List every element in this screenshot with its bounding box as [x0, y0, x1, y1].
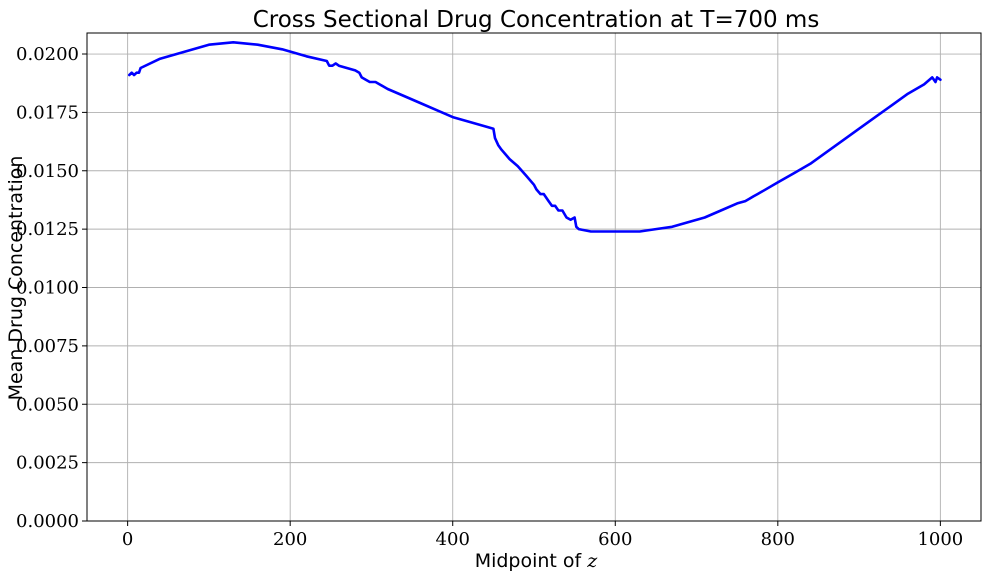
y-tick-label: 0.0175 [16, 102, 79, 123]
x-tick-label: 800 [761, 529, 795, 550]
series-layer [128, 40, 942, 233]
y-tick-label: 0.0050 [16, 394, 79, 415]
y-tick-label: 0.0075 [16, 336, 79, 357]
plot-frame [86, 32, 982, 522]
x-tick-label: 400 [436, 529, 470, 550]
y-tick-label: 0.0150 [16, 161, 79, 182]
y-tick-label: 0.0125 [16, 219, 79, 240]
y-axis-label: Mean Drug Concentration [5, 156, 27, 401]
x-tick-label: 600 [598, 529, 632, 550]
y-tick-label: 0.0200 [16, 44, 79, 65]
series-line-0 [128, 40, 942, 233]
y-tick-label: 0.0100 [16, 278, 79, 299]
grid [87, 33, 981, 522]
x-tick-label: 0 [122, 529, 133, 550]
y-tick-label: 0.0025 [16, 453, 79, 474]
x-axis-label: Midpoint of z [475, 550, 599, 572]
ticks: 0 200 400 600 800 1000 0.0000 0.0025 0.0050 0.007… [16, 44, 963, 550]
x-tick-label: 1000 [917, 529, 963, 550]
chart-title: Cross Sectional Drug Concentration at T=… [253, 7, 820, 33]
y-tick-label: 0.0000 [16, 511, 79, 532]
x-tick-label: 200 [273, 529, 307, 550]
